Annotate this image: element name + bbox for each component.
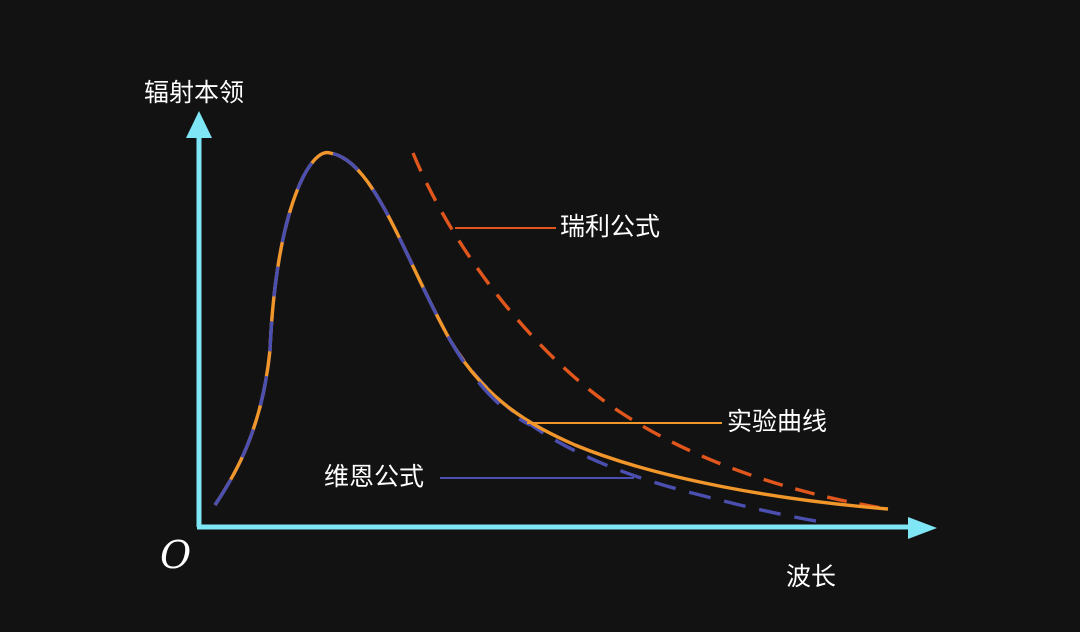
origin-label: O <box>160 533 192 577</box>
x-axis-label: 波长 <box>786 562 837 591</box>
wien-formula-curve <box>213 150 829 525</box>
rayleigh-formula-label: 瑞利公式 <box>560 212 661 241</box>
x-axis-arrowhead <box>908 517 937 539</box>
axes <box>186 111 937 539</box>
wien-formula-label: 维恩公式 <box>324 462 425 491</box>
y-axis-arrowhead <box>186 111 212 138</box>
experimental-curve <box>213 150 889 511</box>
y-axis-label: 辐射本领 <box>144 78 245 107</box>
wien-overlay-dashes <box>213 150 531 506</box>
experimental-curve-label: 实验曲线 <box>727 407 828 436</box>
rayleigh-formula-curve <box>411 152 889 511</box>
